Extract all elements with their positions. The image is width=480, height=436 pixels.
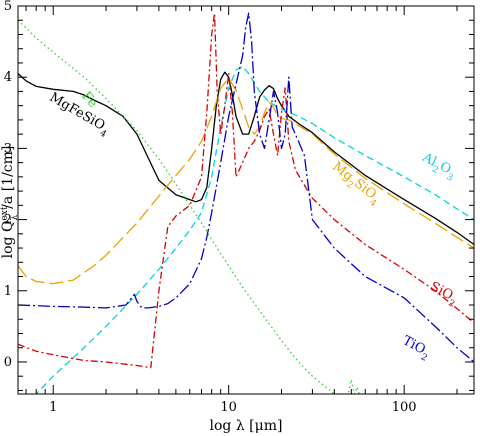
x-tick-label: 100 [392, 400, 417, 415]
series-line-tio2 [18, 12, 474, 363]
y-axis-label: log Qextλ/a [1/cm] [0, 146, 20, 259]
series-line-fe [18, 19, 360, 394]
y-tick-label: 3 [4, 141, 12, 156]
curves-group [18, 12, 474, 394]
series-line-mg2sio4 [18, 77, 474, 285]
y-tick-label: 5 [4, 0, 12, 14]
curve-label-al2o3: Al2O3 [417, 150, 459, 184]
series-line-mgfesio4 [18, 71, 474, 246]
series-line-sio2 [18, 12, 474, 369]
axis-ticks: 1 10 100 0 1 2 3 4 5 [4, 0, 474, 415]
x-tick-label: 1 [49, 400, 57, 415]
plot-frame [17, 5, 475, 395]
curve-label-sio2: SiO2 [426, 279, 461, 310]
y-tick-label: 4 [4, 70, 12, 85]
series-line-al2o3 [35, 65, 474, 394]
y-tick-label: 1 [4, 284, 12, 299]
x-axis-label: log λ [μm] [210, 418, 283, 434]
y-tick-label: 2 [4, 213, 12, 228]
y-tick-label: 0 [4, 355, 12, 370]
curve-label-tio2: TiO2 [398, 333, 433, 364]
x-tick-label: 10 [220, 400, 237, 415]
